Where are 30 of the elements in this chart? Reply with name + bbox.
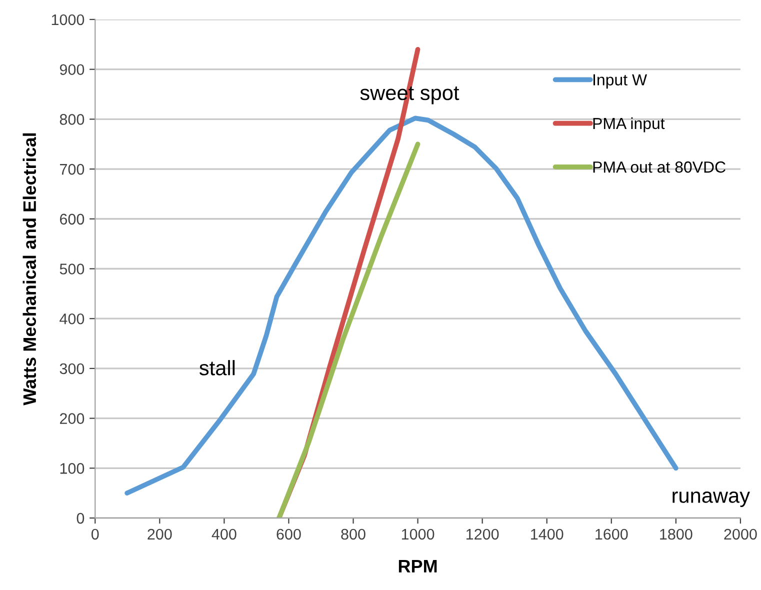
x-tick-label: 1800 (660, 528, 692, 540)
annotation: runaway (672, 492, 750, 508)
x-axis-title: RPM (398, 560, 437, 572)
y-tick-label: 800 (60, 114, 84, 125)
x-tick-label: 800 (341, 528, 366, 540)
y-tick-label: 100 (60, 463, 84, 474)
legend-label: Input W (594, 74, 648, 89)
y-tick-label: 0 (76, 512, 84, 524)
line-series (276, 142, 420, 518)
x-tick-label: 0 (91, 528, 99, 540)
x-tick-label: 200 (148, 528, 172, 540)
y-tick-label: 600 (60, 214, 84, 225)
y-tick-label: 200 (60, 413, 84, 424)
x-tick-label: 1400 (531, 528, 564, 540)
legend-label: PMA out at 80VDC (593, 161, 726, 173)
x-tick-label: 2000 (724, 528, 757, 540)
y-tick-label: 400 (60, 313, 84, 324)
x-tick-label: 1600 (596, 528, 628, 540)
y-tick-label: 500 (60, 264, 84, 274)
legend-label: PMA input (593, 117, 665, 132)
x-tick-label: 600 (276, 528, 301, 540)
y-axis-title: Watts Mechanical and Electrical (22, 133, 36, 406)
y-tick-label: 1000 (52, 14, 84, 26)
x-tick-label: 1000 (402, 528, 434, 540)
y-tick-label: 300 (60, 363, 84, 374)
x-tick-label: 1200 (466, 528, 499, 540)
y-tick-label: 900 (60, 64, 84, 76)
annotation: stall (200, 360, 235, 376)
y-tick-label: 700 (60, 164, 84, 175)
x-tick-label: 400 (212, 528, 236, 540)
